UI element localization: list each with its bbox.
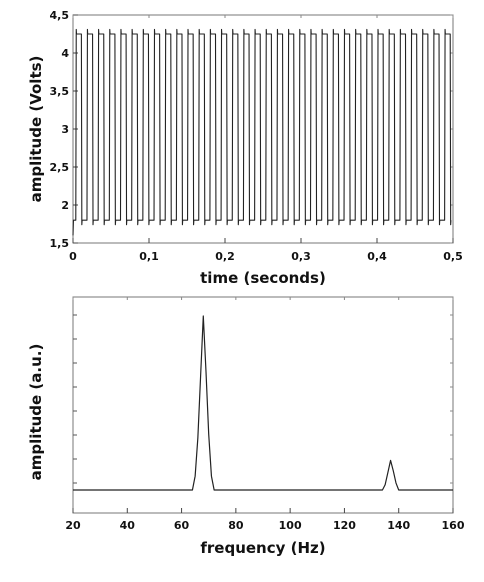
spectrum-x-tick-label: 40 bbox=[120, 519, 136, 532]
time-y-tick-label: 3 bbox=[61, 123, 69, 136]
time-x-tick-label: 0,4 bbox=[367, 250, 387, 263]
spectrum-chart: 20 40 60 80 100 120 140 160 frequency (Hz) ampl… bbox=[27, 296, 465, 557]
spectrum-line bbox=[73, 315, 453, 491]
spectrum-x-tick-label: 140 bbox=[387, 519, 410, 532]
time-y-tick-label: 4,5 bbox=[50, 9, 70, 22]
spectrum-x-tick-label: 120 bbox=[333, 519, 356, 532]
time-y-tick-label: 4 bbox=[61, 47, 69, 60]
spectrum-x-tick-label: 100 bbox=[279, 519, 302, 532]
time-x-tick-label: 0,3 bbox=[291, 250, 311, 263]
time-y-tick-label: 2 bbox=[61, 199, 69, 212]
spectrum-y-axis-label: amplitude (a.u.) bbox=[27, 344, 45, 481]
spectrum-x-tick-label: 20 bbox=[65, 519, 81, 532]
time-waveform-line bbox=[72, 28, 452, 236]
time-x-axis-label: time (seconds) bbox=[200, 269, 326, 287]
time-x-tick-label: 0,5 bbox=[443, 250, 463, 263]
time-y-axis-label: amplitude (Volts) bbox=[27, 56, 45, 203]
time-chart: 1,5 2 2,5 3 3,5 4 4,5 0 0,1 0,2 0,3 0,4 0,5 time (s… bbox=[27, 9, 463, 287]
time-x-tick-label: 0,1 bbox=[139, 250, 159, 263]
time-plot-frame bbox=[72, 14, 454, 244]
spectrum-x-axis-label: frequency (Hz) bbox=[200, 539, 325, 557]
spectrum-x-tick-label: 60 bbox=[174, 519, 190, 532]
time-y-tick-label: 1,5 bbox=[50, 237, 70, 250]
time-x-tick-label: 0 bbox=[69, 250, 77, 263]
time-y-tick-label: 3,5 bbox=[50, 85, 70, 98]
time-x-tick-label: 0,2 bbox=[215, 250, 235, 263]
spectrum-x-tick-label: 80 bbox=[228, 519, 244, 532]
spectrum-x-tick-label: 160 bbox=[442, 519, 465, 532]
time-y-tick-label: 2,5 bbox=[50, 161, 70, 174]
spectrum-plot-frame bbox=[72, 296, 454, 514]
